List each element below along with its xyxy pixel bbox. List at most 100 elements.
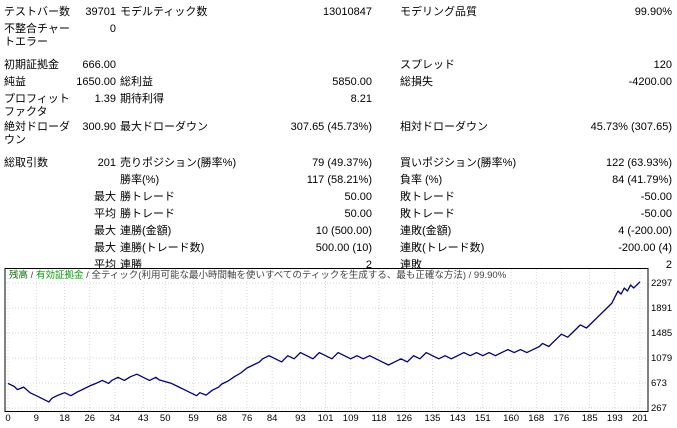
- stat-value: 666.00: [82, 59, 116, 71]
- x-axis-label: 76: [242, 413, 253, 424]
- stat-value: 2: [665, 259, 672, 271]
- stat-label: 相対ドローダウン: [400, 121, 488, 133]
- stat-value: 8.21: [350, 93, 372, 105]
- stat-value: -50.00: [640, 208, 672, 220]
- stat-label: モデルティック数: [120, 6, 208, 18]
- stat-label: プロフィットファクタ: [4, 93, 70, 118]
- stat-value: -200.00 (4): [618, 242, 672, 254]
- x-axis-label: 126: [396, 413, 412, 424]
- x-axis-label: 176: [553, 413, 569, 424]
- x-axis-label: 18: [59, 413, 70, 424]
- stat-label: 総取引数: [4, 157, 48, 169]
- stat-value: -50.00: [640, 191, 672, 203]
- x-axis-label: 168: [528, 413, 544, 424]
- stat-label: 勝トレード: [120, 191, 175, 203]
- stat-value: 1.39: [94, 93, 116, 105]
- stat-label: [372, 91, 522, 93]
- stat-value: 99.90%: [634, 6, 672, 18]
- x-axis-label: 185: [582, 413, 598, 424]
- stat-value: 500.00 (10): [315, 242, 372, 254]
- stat-value: 最大: [94, 225, 116, 237]
- stat-value: 1650.00: [76, 76, 116, 88]
- stat-value: 50.00: [344, 208, 372, 220]
- stats-table: テストバー数 39701 モデルティック数 13010847 モデリング品質 99.90%…: [0, 4, 677, 271]
- stat-value: 平均: [94, 208, 116, 220]
- stat-row: 純益 1650.00 総利益 5850.00 総損失 -4200.00: [0, 74, 677, 91]
- y-axis-label: 267: [651, 403, 667, 414]
- stat-label: 勝トレード: [120, 208, 175, 220]
- chart-legend: 残高 / 有効証拠金 / 全ティック(利用可能な最小時間軸を使いすべてのティック…: [9, 269, 507, 281]
- x-axis-label: 50: [160, 413, 171, 424]
- x-axis-label: 109: [343, 413, 359, 424]
- stat-label: 期待利得: [120, 93, 164, 105]
- x-axis-label: 193: [607, 413, 623, 424]
- stat-value: 307.65 (45.73%): [290, 121, 372, 133]
- x-axis-label: 118: [371, 413, 386, 424]
- x-axis-label: 135: [425, 413, 441, 424]
- x-axis-label: 93: [295, 413, 306, 424]
- stat-value: [522, 21, 677, 23]
- y-axis-label: 2297: [651, 278, 672, 289]
- stat-label: 連勝(トレード数): [120, 242, 205, 254]
- x-axis-label: 43: [138, 413, 149, 424]
- stat-label: [116, 57, 262, 59]
- stat-label: 総利益: [120, 76, 153, 88]
- stat-value: -4200.00: [628, 76, 672, 88]
- stat-value: 2: [365, 259, 372, 271]
- stat-value: 117 (58.21%): [306, 174, 372, 186]
- stat-label: 絶対ドローダウン: [4, 121, 70, 146]
- balance-chart-section: 2297 1891 1485 1079 673 267 0 9 18 26 34 43 50 59 68 76…: [0, 268, 677, 428]
- stat-value: 120: [653, 59, 672, 71]
- stat-value: [262, 21, 372, 23]
- plot-border: [4, 268, 649, 412]
- stat-label: [0, 240, 72, 242]
- x-axis-label: 68: [217, 413, 228, 424]
- stat-label: 勝率(%): [120, 174, 160, 186]
- plot-background: [5, 268, 648, 412]
- stat-value: 201: [97, 157, 116, 169]
- x-axis-label: 59: [188, 413, 199, 424]
- stat-value: 最大: [94, 191, 116, 203]
- stat-label: [0, 223, 72, 225]
- stat-label: 買いポジション(勝率%): [400, 157, 517, 169]
- stat-row: 最大 連勝(金額) 10 (500.00) 連敗(金額) 4 (-200.00): [0, 223, 677, 240]
- stat-label: 連勝(金額): [120, 225, 172, 237]
- stat-value: 39701: [85, 6, 116, 18]
- stat-label: テストバー数: [4, 6, 70, 18]
- stat-value: 45.73% (307.65): [590, 121, 672, 133]
- y-axis-label: 1485: [651, 328, 672, 339]
- stat-label: [0, 189, 72, 191]
- stat-label: 最大ドローダウン: [120, 121, 208, 133]
- x-axis-label: 201: [632, 413, 648, 424]
- x-axis-label: 160: [503, 413, 519, 424]
- stat-value: [72, 172, 116, 174]
- stat-label: 純益: [4, 76, 26, 88]
- stat-row: テストバー数 39701 モデルティック数 13010847 モデリング品質 99.90%: [0, 4, 677, 21]
- stat-label: [116, 21, 262, 23]
- stat-label: 負率 (%): [400, 174, 443, 186]
- stat-row: 最大 勝トレード 50.00 敗トレード -50.00: [0, 189, 677, 206]
- stat-label: [0, 257, 72, 259]
- balance-chart: 2297 1891 1485 1079 673 267 0 9 18 26 34 43 50 59 68 76…: [4, 268, 672, 424]
- y-axis-label: 1079: [651, 353, 672, 364]
- stat-label: モデリング品質: [400, 6, 477, 18]
- stat-row: 平均 勝トレード 50.00 敗トレード -50.00: [0, 206, 677, 223]
- x-axis-label: 9: [34, 413, 39, 424]
- x-axis-label: 101: [318, 413, 334, 424]
- stat-row: 初期証拠金 666.00 スプレッド 120: [0, 57, 677, 74]
- stat-label: 敗トレード: [400, 208, 455, 220]
- stat-label: 初期証拠金: [4, 59, 59, 71]
- stat-row: 不整合チャートエラー 0: [0, 21, 677, 49]
- balance-curve: [7, 281, 641, 403]
- stat-value: 122 (63.93%): [605, 157, 672, 169]
- stat-label: 連敗(金額): [400, 225, 452, 237]
- stat-row: 勝率(%) 117 (58.21%) 負率 (%) 84 (41.79%): [0, 172, 677, 189]
- stat-label: スプレッド: [400, 59, 455, 71]
- stat-value: [262, 57, 372, 59]
- stat-value: 13010847: [323, 6, 372, 18]
- stat-value: 300.90: [82, 121, 116, 133]
- y-axis-label: 1891: [651, 303, 672, 314]
- stat-value: 50.00: [344, 191, 372, 203]
- x-axis-label: 84: [267, 413, 278, 424]
